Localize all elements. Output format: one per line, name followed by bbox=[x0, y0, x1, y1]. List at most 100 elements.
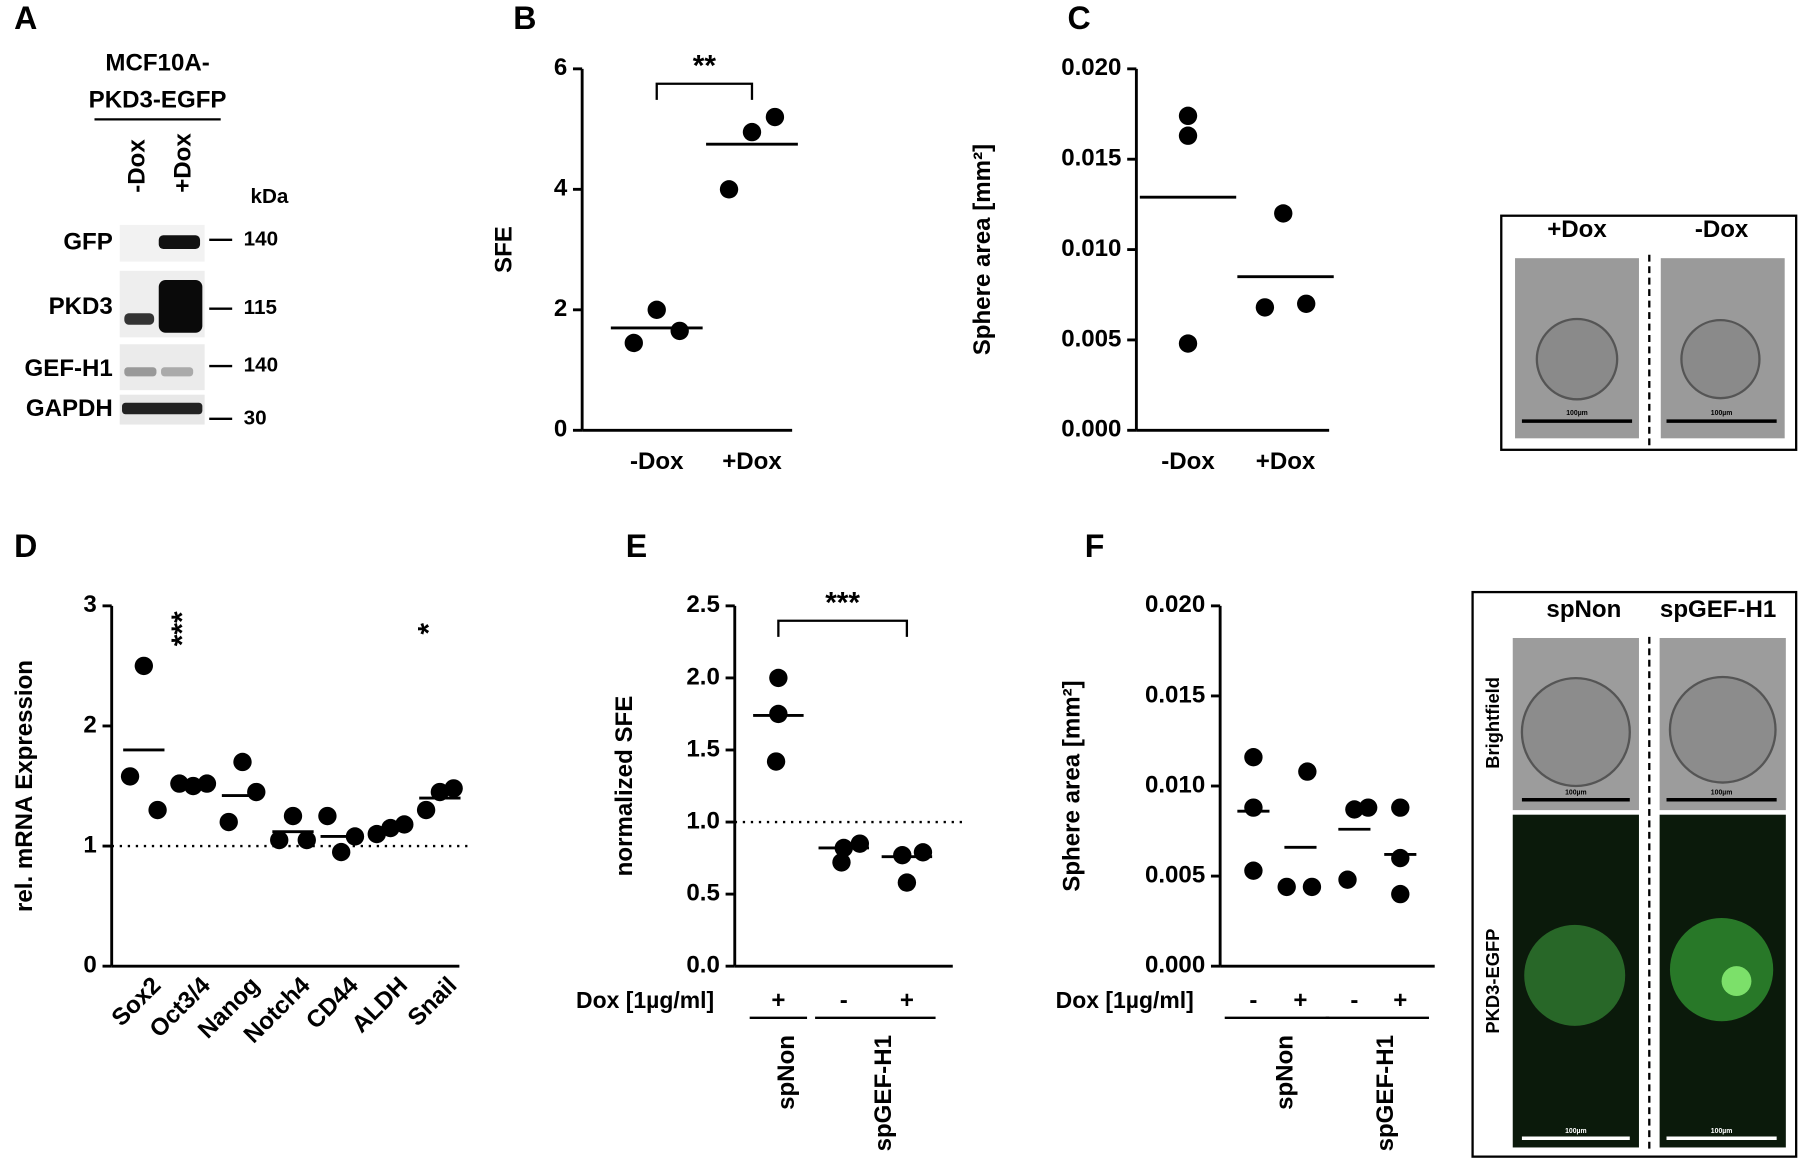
data-point bbox=[120, 767, 140, 786]
group-label: spNon bbox=[773, 1035, 800, 1110]
band bbox=[124, 313, 155, 325]
lane-label: -Dox bbox=[123, 139, 150, 193]
panel-letter: E bbox=[626, 528, 647, 564]
y-tick-label: 6 bbox=[554, 54, 567, 81]
scale-label: 100µm bbox=[1711, 1128, 1733, 1135]
x-tick-label: -Dox bbox=[1161, 448, 1215, 475]
y-tick-label: 1 bbox=[83, 831, 96, 858]
dox-sign: + bbox=[1293, 987, 1307, 1014]
y-tick-label: 0 bbox=[83, 952, 96, 979]
band bbox=[158, 279, 203, 333]
data-point bbox=[624, 333, 643, 353]
lane-label: +Dox bbox=[169, 133, 196, 193]
row-label: GEF-H1 bbox=[25, 355, 113, 382]
data-point bbox=[270, 830, 289, 850]
y-axis-label: normalized SFE bbox=[611, 696, 638, 877]
unit-label: kDa bbox=[251, 185, 289, 208]
data-point bbox=[1302, 877, 1322, 897]
panel-letter: A bbox=[14, 0, 37, 36]
y-tick-label: 0.010 bbox=[1145, 771, 1205, 798]
column-label: -Dox bbox=[1695, 216, 1749, 243]
data-point bbox=[1345, 800, 1364, 819]
dox-sign: - bbox=[840, 987, 848, 1014]
image-panel: spNon spGEF-H1 Brightfield PKD3-EGFP 100… bbox=[1471, 590, 1798, 1158]
row-label: GAPDH bbox=[26, 395, 113, 422]
data-point bbox=[769, 668, 788, 688]
data-point bbox=[1391, 884, 1410, 904]
data-point bbox=[148, 800, 167, 820]
data-point bbox=[1298, 762, 1317, 781]
panel-letter: B bbox=[513, 0, 536, 36]
significance-label: ** bbox=[693, 50, 717, 83]
image-panel: +Dox -Dox 100µm 100µm bbox=[1500, 214, 1798, 451]
row-label: Brightfield bbox=[1482, 677, 1503, 769]
band bbox=[124, 367, 157, 377]
marker-label: 115 bbox=[244, 296, 277, 319]
data-point bbox=[1274, 204, 1293, 223]
column-label: spGEF-H1 bbox=[1660, 596, 1776, 623]
data-point bbox=[1178, 106, 1198, 126]
annotation: * bbox=[413, 623, 446, 635]
data-point bbox=[1255, 298, 1275, 317]
data-point bbox=[416, 800, 436, 820]
sphere bbox=[1668, 675, 1777, 784]
y-axis-label: SFE bbox=[491, 226, 518, 273]
data-point bbox=[766, 752, 786, 771]
y-tick-label: 0.000 bbox=[1145, 952, 1205, 979]
data-point bbox=[850, 834, 870, 853]
data-point bbox=[670, 321, 689, 341]
y-tick-label: 0.020 bbox=[1145, 591, 1205, 618]
marker-label: 30 bbox=[244, 406, 267, 429]
scale-label: 100µm bbox=[1566, 410, 1588, 417]
band bbox=[122, 402, 203, 415]
dox-sign: - bbox=[1350, 987, 1358, 1014]
data-point bbox=[332, 842, 351, 862]
data-point bbox=[1178, 126, 1198, 145]
data-point bbox=[1391, 798, 1410, 817]
data-point bbox=[893, 846, 912, 865]
panel-letter: D bbox=[14, 528, 37, 564]
data-point bbox=[134, 656, 154, 676]
data-point bbox=[765, 107, 785, 127]
blot-title: MCF10A- bbox=[105, 50, 209, 77]
data-point bbox=[444, 779, 463, 798]
dox-sign: - bbox=[1249, 987, 1257, 1014]
marker-label: 140 bbox=[244, 353, 278, 376]
data-point bbox=[1244, 798, 1263, 817]
dox-label: Dox [1µg/ml] bbox=[1056, 987, 1194, 1013]
data-point bbox=[1244, 861, 1263, 880]
data-point bbox=[1297, 294, 1316, 313]
x-tick-label: +Dox bbox=[722, 448, 782, 475]
group-label: spGEF-H1 bbox=[1372, 1035, 1399, 1151]
group-label: spGEF-H1 bbox=[870, 1035, 897, 1151]
band bbox=[158, 235, 201, 249]
y-tick-label: 2 bbox=[83, 711, 96, 738]
y-tick-label: 0.0 bbox=[686, 952, 719, 979]
y-tick-label: 0.010 bbox=[1061, 235, 1121, 262]
dox-sign: + bbox=[900, 987, 914, 1014]
data-point bbox=[1244, 748, 1263, 767]
y-axis-label: Sphere area [mm²] bbox=[1059, 680, 1086, 891]
blot-panel: A MCF10A- PKD3-EGFP -Dox +Dox kDa GFP PK… bbox=[14, 0, 289, 429]
data-point bbox=[647, 300, 666, 319]
sphere-fluor bbox=[1669, 917, 1774, 1022]
data-point bbox=[1338, 870, 1357, 889]
y-tick-label: 0.020 bbox=[1061, 54, 1121, 81]
data-point bbox=[897, 873, 917, 892]
scale-label: 100µm bbox=[1565, 790, 1587, 797]
data-point bbox=[1277, 877, 1296, 897]
x-tick-label: -Dox bbox=[630, 448, 684, 475]
data-point bbox=[297, 830, 316, 850]
panel-letter: C bbox=[1068, 0, 1091, 36]
y-tick-label: 2 bbox=[554, 295, 567, 322]
column-label: +Dox bbox=[1547, 216, 1607, 243]
y-tick-label: 2.0 bbox=[686, 663, 719, 690]
row-label: PKD3 bbox=[49, 293, 113, 320]
sphere-fluor bbox=[1524, 924, 1626, 1026]
data-point bbox=[395, 815, 414, 834]
y-tick-label: 0.015 bbox=[1145, 681, 1205, 708]
y-tick-label: 3 bbox=[83, 591, 96, 618]
data-point bbox=[219, 812, 238, 832]
data-point bbox=[832, 853, 851, 872]
